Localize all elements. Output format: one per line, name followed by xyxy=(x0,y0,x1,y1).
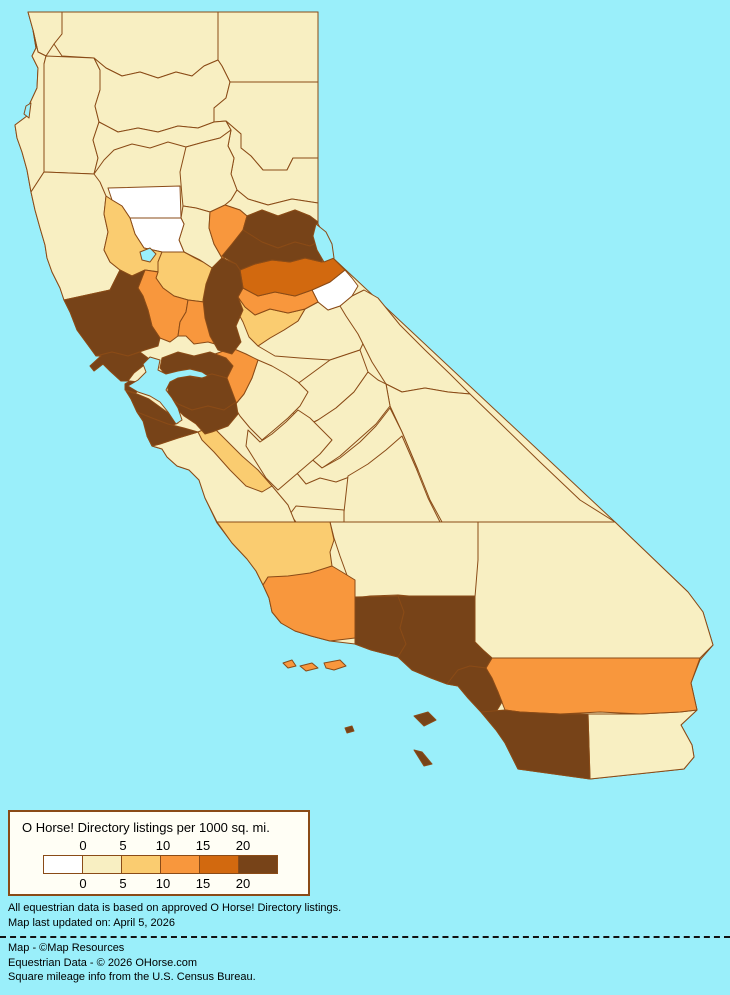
legend-tick-20: 20 xyxy=(235,876,251,891)
county-santa-cruz xyxy=(136,411,199,447)
island-san-miguel-island xyxy=(282,659,297,669)
legend-swatch-3 xyxy=(160,855,200,874)
legend-swatch-2 xyxy=(121,855,161,874)
county-modoc xyxy=(217,11,319,83)
county-san-diego xyxy=(480,709,591,780)
county-riverside xyxy=(485,657,701,715)
dashed-divider xyxy=(0,936,730,938)
legend-tick-5: 5 xyxy=(119,876,127,891)
water-lake-tahoe xyxy=(312,223,335,263)
legend-swatch-0 xyxy=(43,855,83,874)
water-sf-bay xyxy=(127,356,209,425)
legend-tick-15: 15 xyxy=(195,838,211,853)
island-san-clemente-island xyxy=(413,749,433,767)
county-layer xyxy=(14,11,714,780)
county-santa-barbara xyxy=(262,565,356,642)
legend-swatch-4 xyxy=(199,855,239,874)
water-layer xyxy=(23,102,335,425)
credit-census: Square mileage info from the U.S. Census… xyxy=(8,971,256,983)
island-santa-barbara-island xyxy=(344,725,355,734)
county-san-benito xyxy=(197,425,273,493)
legend-color-scale xyxy=(43,855,278,874)
legend-swatch-5 xyxy=(238,855,278,874)
legend-tick-5: 5 xyxy=(119,838,127,853)
channel-islands xyxy=(282,659,437,767)
county-placer xyxy=(221,229,325,271)
legend-ticks-bottom: 0 5 10 15 20 xyxy=(43,876,283,891)
water-humboldt-bay xyxy=(23,102,32,119)
county-sacramento xyxy=(202,257,244,355)
county-imperial xyxy=(587,709,698,780)
credit-updated-date: Map last updated on: April 5, 2026 xyxy=(8,917,175,929)
credit-ohorse: Equestrian Data - © 2026 OHorse.com xyxy=(8,957,198,969)
county-orange xyxy=(446,665,503,713)
legend-tick-10: 10 xyxy=(155,876,171,891)
county-marin xyxy=(89,351,149,382)
legend-tick-0: 0 xyxy=(79,876,87,891)
county-merced xyxy=(245,409,333,491)
legend-tick-15: 15 xyxy=(195,876,211,891)
county-sonoma xyxy=(63,269,161,357)
island-santa-cruz-island xyxy=(323,659,347,671)
island-santa-catalina-island xyxy=(413,711,437,727)
county-humboldt xyxy=(14,29,47,193)
legend-title: O Horse! Directory listings per 1000 sq.… xyxy=(22,820,270,835)
county-san-bernardino xyxy=(474,521,714,659)
credit-data-source: All equestrian data is based on approved… xyxy=(8,902,342,914)
water-clear-lake xyxy=(139,247,157,263)
legend-tick-20: 20 xyxy=(235,838,251,853)
legend-swatch-1 xyxy=(82,855,122,874)
legend: O Horse! Directory listings per 1000 sq.… xyxy=(8,810,310,896)
legend-ticks-top: 0 5 10 15 20 xyxy=(43,838,283,853)
county-ventura xyxy=(354,595,407,658)
legend-tick-10: 10 xyxy=(155,838,171,853)
county-trinity xyxy=(43,55,101,175)
legend-tick-0: 0 xyxy=(79,838,87,853)
county-santa-clara xyxy=(167,395,239,435)
credit-map-resources: Map - ©Map Resources xyxy=(8,942,125,954)
county-tulare xyxy=(343,435,441,523)
island-santa-rosa-island xyxy=(299,662,319,672)
